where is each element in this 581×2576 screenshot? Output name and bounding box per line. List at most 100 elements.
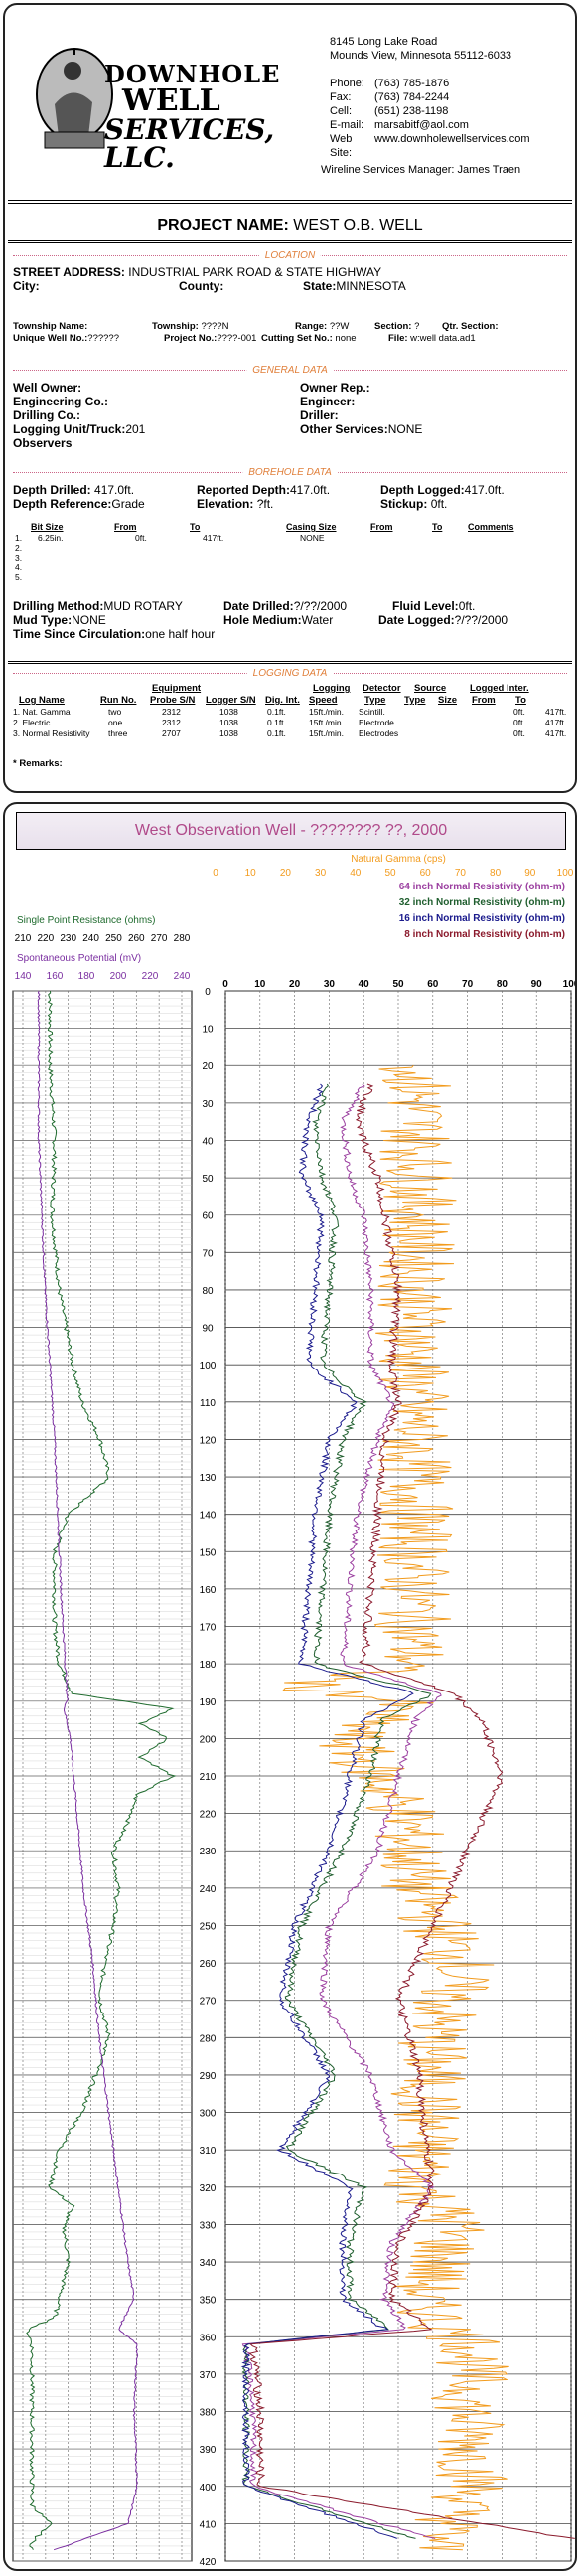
logging-unit-field: Logging Unit/Truck:201 [13, 422, 145, 436]
logger-sn: 1038 [219, 707, 238, 717]
gamma-tick-label: 0 [213, 868, 218, 879]
date-drilled-label: Date Drilled: [223, 599, 294, 613]
col-casing-size: Casing Size [286, 522, 337, 532]
depth-tick-label: 270 [200, 1997, 217, 2008]
gamma-curve [282, 1064, 509, 2551]
sp-tick-label: 160 [47, 971, 64, 982]
reported-depth-field: Reported Depth:417.0ft. [197, 483, 330, 497]
speed: 15ft./min. [309, 718, 344, 727]
probe-sn: 2707 [162, 728, 181, 738]
contact-row: Phone: (763) 785-1876 [330, 77, 530, 90]
depth-tick-label: 310 [200, 2146, 217, 2157]
group-detector: Detector [363, 683, 401, 694]
depth-tick-label: 20 [202, 1061, 214, 1072]
logo-line-1: DOWNHOLE [104, 60, 281, 88]
depth-tick-label: 200 [200, 1734, 217, 1745]
gamma-tick-label: 30 [315, 868, 327, 879]
col-to: To [432, 522, 443, 532]
resistivity-tick-label: 20 [289, 979, 301, 990]
file-label: File: [388, 333, 408, 344]
depth-tick-label: 380 [200, 2408, 217, 2419]
contact-value: (763) 784-2244 [374, 91, 450, 103]
unique-value: ?????? [87, 333, 119, 344]
spr-tick-label: 240 [82, 933, 99, 944]
col-from: From [472, 695, 496, 706]
logger-sn: 1038 [219, 728, 238, 738]
resistivity-tick-label: 80 [497, 979, 508, 990]
sp-tick-label: 140 [15, 971, 32, 982]
cutting-label: Cutting Set No.: [261, 333, 333, 344]
depth-tick-label: 250 [200, 1921, 217, 1932]
section-field: Section: ? [374, 321, 419, 332]
n32-curve [241, 1083, 432, 2539]
project-no-field: Project No.:????-001 [164, 333, 256, 344]
depth-tick-label: 290 [200, 2071, 217, 2082]
run-no: three [108, 728, 128, 738]
fluid-level-value: 0ft. [458, 599, 476, 613]
run-no: one [108, 718, 123, 727]
spr-curve [26, 990, 177, 2550]
street-value: INDUSTRIAL PARK ROAD & STATE HIGHWAY [128, 265, 382, 279]
section-title: GENERAL DATA [246, 365, 334, 376]
date-logged-label: Date Logged: [378, 613, 455, 627]
hole-medium-value: Water [301, 613, 334, 627]
resistivity-tick-label: 100 [563, 979, 577, 990]
col-logger-sn: Logger S/N [206, 695, 256, 706]
section-title: LOCATION [258, 250, 322, 261]
detector-type: Electrodes [359, 728, 399, 738]
mud-type-label: Mud Type: [13, 613, 73, 627]
group-logging: Logging [313, 683, 351, 694]
divider [8, 200, 572, 204]
to: 417ft. [545, 718, 567, 727]
divider [8, 661, 572, 664]
mud-type-field: Mud Type:NONE [13, 613, 106, 627]
contact-value: (763) 785-1876 [374, 78, 450, 89]
address-line: Mounds View, Minnesota 55112-6033 [330, 50, 512, 62]
mud-type-value: NONE [72, 613, 106, 627]
depth-tick-label: 110 [200, 1398, 216, 1409]
other-services-value: NONE [387, 422, 423, 436]
logging-unit-value: 201 [125, 422, 146, 436]
contact-value[interactable]: www.downholewellservices.com [374, 133, 530, 145]
drilling-method-label: Drilling Method: [13, 599, 104, 613]
report-header: DOWNHOLE WELL SERVICES, LLC. 8145 Long L… [3, 3, 577, 793]
section-value: ? [414, 321, 420, 332]
from: 0ft. [513, 718, 525, 727]
contact-value[interactable]: marsabitf@aol.com [374, 119, 469, 131]
depth-tick-label: 390 [200, 2445, 217, 2456]
well-owner-label: Well Owner: [13, 381, 82, 395]
gamma-tick-label: 10 [245, 868, 257, 879]
row-num: 2. [15, 543, 23, 553]
elevation-label: Elevation: [197, 497, 254, 511]
project-name: PROJECT NAME: WEST O.B. WELL [5, 217, 575, 235]
gamma-tick-label: 90 [524, 868, 536, 879]
sp-axis-title: Spontaneous Potential (mV) [17, 953, 141, 964]
company-address: 8145 Long Lake Road Mounds View, Minneso… [330, 35, 511, 63]
gamma-tick-label: 50 [384, 868, 396, 879]
services-manager: Wireline Services Manager: James Traen [321, 164, 521, 176]
driller-label: Driller: [300, 408, 339, 422]
time-since-field: Time Since Circulation:one half hour [13, 627, 215, 641]
cutting-set-field: Cutting Set No.: none [261, 333, 357, 344]
row-num: 4. [15, 563, 23, 572]
group-logged-interval: Logged Inter. [470, 683, 529, 694]
gamma-tick-label: 20 [280, 868, 292, 879]
contact-value: (651) 238-1198 [374, 105, 449, 117]
sp-tick-label: 220 [142, 971, 159, 982]
depth-tick-label: 400 [200, 2483, 217, 2494]
section-borehole: BOREHOLE DATA [13, 467, 567, 479]
contact-row: Fax: (763) 784-2244 [330, 90, 530, 104]
sp-tick-label: 180 [78, 971, 95, 982]
spr-tick-label: 260 [128, 933, 145, 944]
engineering-co-label: Engineering Co.: [13, 395, 108, 408]
row-bit: 6.25in. [38, 533, 64, 543]
depth-tick-label: 170 [200, 1623, 217, 1634]
speed: 15ft./min. [309, 728, 344, 738]
reported-depth-label: Reported Depth: [197, 483, 290, 497]
depth-tick-label: 120 [200, 1435, 217, 1446]
from: 0ft. [513, 728, 525, 738]
section-location: LOCATION [13, 250, 567, 262]
depth-tick-label: 230 [200, 1847, 217, 1857]
stickup-field: Stickup: 0ft. [380, 497, 447, 511]
depth-tick-label: 90 [202, 1324, 214, 1335]
